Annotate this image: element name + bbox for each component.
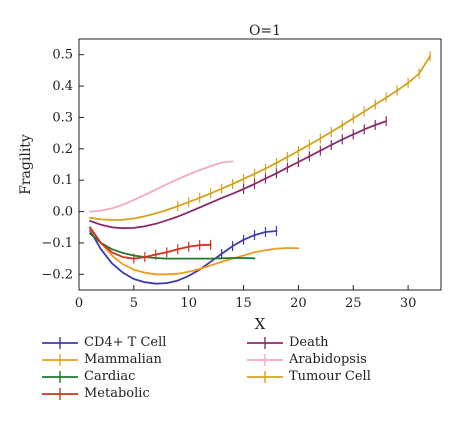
legend-swatch [42, 371, 78, 383]
x-axis-label: X [255, 315, 266, 333]
legend-item: Death [245, 334, 328, 352]
legend-label: CD4+ T Cell [84, 335, 167, 350]
x-tick-label: 0 [75, 296, 83, 311]
legend-item: Mammalian [40, 351, 162, 369]
series-line [89, 160, 234, 213]
y-tick-label: 0.0 [52, 205, 73, 220]
legend-label: Mammalian [84, 352, 162, 367]
x-tick-label: 5 [130, 296, 138, 311]
y-tick-label: 0.2 [52, 142, 73, 157]
x-axis-ticks: 0 5 10 15 20 25 30 [75, 285, 417, 311]
legend-item: Cardiac [40, 368, 135, 386]
x-tick-label: 10 [180, 296, 197, 311]
series-line [89, 120, 388, 230]
legend-swatch [42, 354, 78, 366]
legend-item: CD4+ T Cell [40, 334, 166, 352]
plot-frame [78, 38, 442, 291]
legend-item: Arabidopsis [245, 351, 367, 369]
series-death [89, 116, 388, 230]
y-tick-label: 0.4 [52, 79, 73, 94]
chart-legend: CD4+ T Cell Mammalian Cardiac Metabolic Deat… [40, 334, 460, 414]
series-cd4-t-cell [89, 226, 278, 285]
series-arabidopsis [89, 160, 234, 213]
legend-item: Tumour Cell [245, 368, 371, 386]
series-cardiac [89, 232, 256, 260]
series-tumour-cell [89, 51, 431, 221]
legend-swatch [247, 354, 283, 366]
legend-label: Tumour Cell [289, 369, 371, 384]
legend-label: Death [289, 335, 329, 350]
series-line [89, 229, 278, 285]
y-tick-label: 0.3 [52, 110, 73, 125]
x-tick-label: 30 [400, 296, 417, 311]
series-line [89, 227, 300, 276]
series-line [89, 55, 431, 221]
legend-swatch [42, 388, 78, 400]
legend-label: Arabidopsis [289, 352, 367, 367]
x-tick-label: 15 [235, 296, 252, 311]
y-tick-label: 0.5 [52, 48, 73, 63]
legend-label: Cardiac [84, 369, 136, 384]
legend-swatch [247, 337, 283, 349]
x-tick-label: 20 [290, 296, 307, 311]
series-line [89, 232, 256, 260]
y-tick-label: −0.1 [41, 236, 73, 251]
series-metabolic [89, 226, 212, 264]
series-line [89, 226, 212, 260]
legend-item: Metabolic [40, 385, 150, 403]
chart-title: O=1 [249, 23, 281, 39]
x-tick-label: 25 [345, 296, 362, 311]
y-tick-label: 0.1 [52, 173, 73, 188]
series-mammalian [89, 227, 300, 276]
legend-swatch [42, 337, 78, 349]
series-layer [89, 51, 431, 285]
legend-swatch [247, 371, 283, 383]
y-axis-label: Fragility [18, 134, 34, 195]
legend-label: Metabolic [84, 386, 150, 401]
y-axis-ticks: −0.2 −0.1 0.0 0.1 0.2 0.3 0.4 0.5 [41, 48, 84, 282]
y-tick-label: −0.2 [41, 267, 73, 282]
